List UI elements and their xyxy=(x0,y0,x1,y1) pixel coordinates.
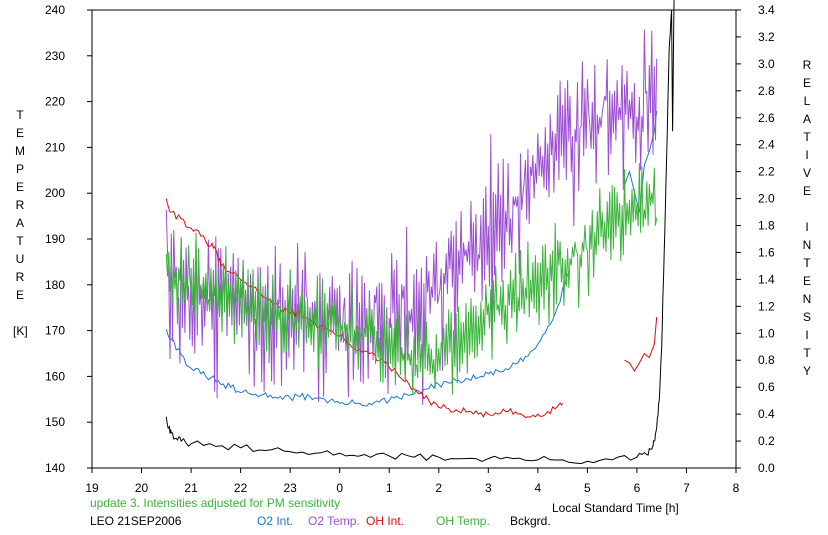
x-tick-label: 7 xyxy=(683,481,690,495)
legend-entry: O2 Temp. xyxy=(308,514,360,528)
y-right-tick-label: 2.6 xyxy=(758,111,775,125)
y-right-tick-label: 0.2 xyxy=(758,434,775,448)
y-left-tick-label: 230 xyxy=(45,49,65,63)
tick-labels: 19 20 21 22 23 0 1 2 3 4 5 6 7 8140150160170180190200… xyxy=(45,3,775,495)
legend-entry: OH Temp. xyxy=(436,514,490,528)
y-left-tick-label: 200 xyxy=(45,186,65,200)
x-tick-label: 0 xyxy=(336,481,343,495)
x-tick-label: 19 xyxy=(85,481,99,495)
y-right-tick-label: 1.8 xyxy=(758,219,775,233)
y-right-tick-label: 1.0 xyxy=(758,326,775,340)
y-right-tick-label: 1.6 xyxy=(758,245,775,259)
y-right-tick-label: 1.4 xyxy=(758,272,775,286)
x-tick-label: 6 xyxy=(634,481,641,495)
x-tick-label: 22 xyxy=(234,481,248,495)
y-left-tick-label: 150 xyxy=(45,415,65,429)
legend-entry: OH Int. xyxy=(366,514,405,528)
y-axis-left-label: T E M P E R A T U R E [K] xyxy=(13,108,28,338)
y-right-tick-label: 0.4 xyxy=(758,407,775,421)
series-line-oh-int xyxy=(165,198,563,418)
station-label: LEO 21SEP2006 xyxy=(90,514,182,528)
y-left-tick-label: 210 xyxy=(45,140,65,154)
x-tick-label: 20 xyxy=(135,481,149,495)
x-tick-label: 23 xyxy=(283,481,297,495)
y-axis-right-label: R E L A T I V E I N T E N S I T Y xyxy=(802,58,812,378)
y-left-tick-label: 160 xyxy=(45,369,65,383)
y-right-tick-label: 2.4 xyxy=(758,138,775,152)
legend-entry: O2 Int. xyxy=(257,514,294,528)
x-tick-label: 4 xyxy=(535,481,542,495)
x-tick-label: 21 xyxy=(184,481,198,495)
y-right-tick-label: 0.0 xyxy=(758,461,775,475)
x-tick-label: 8 xyxy=(733,481,740,495)
y-right-tick-label: 1.2 xyxy=(758,299,775,313)
y-right-tick-label: 3.4 xyxy=(758,3,775,17)
tick-marks xyxy=(87,9,741,473)
annotation-text: update 3. Intensities adjusted for PM se… xyxy=(90,496,341,510)
series-line-o2-int xyxy=(165,273,569,407)
y-right-tick-label: 0.6 xyxy=(758,380,775,394)
y-right-tick-label: 3.0 xyxy=(758,57,775,71)
data-series xyxy=(165,0,675,465)
y-right-tick-label: 3.2 xyxy=(758,30,775,44)
series-line-oh-int xyxy=(624,317,658,372)
legend-entry: Bckgrd. xyxy=(510,514,551,528)
y-right-tick-label: 2.0 xyxy=(758,192,775,206)
x-tick-label: 3 xyxy=(485,481,492,495)
x-axis-label: Local Standard Time [h] xyxy=(552,501,679,515)
y-right-tick-label: 2.8 xyxy=(758,84,775,98)
plot-frame xyxy=(91,9,737,469)
x-tick-label: 5 xyxy=(584,481,591,495)
series-line-oh-temp xyxy=(165,163,658,395)
y-left-tick-label: 140 xyxy=(45,461,65,475)
x-tick-label: 1 xyxy=(386,481,393,495)
y-left-tick-label: 220 xyxy=(45,95,65,109)
series-line-bckgrd xyxy=(165,0,675,465)
y-left-tick-label: 190 xyxy=(45,232,65,246)
y-right-tick-label: 2.2 xyxy=(758,165,775,179)
y-left-tick-label: 170 xyxy=(45,324,65,338)
y-left-tick-label: 240 xyxy=(45,3,65,17)
y-right-tick-label: 0.8 xyxy=(758,353,775,367)
x-tick-label: 2 xyxy=(435,481,442,495)
series-line-o2-temp xyxy=(165,29,658,405)
y-left-tick-label: 180 xyxy=(45,278,65,292)
